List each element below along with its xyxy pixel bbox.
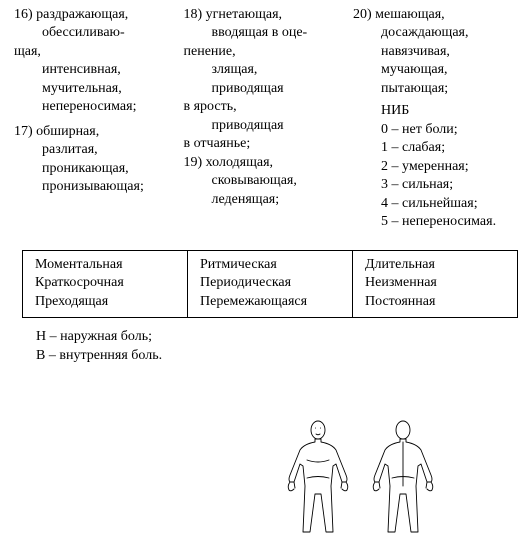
entry-17: 17) обширная, разлитая, проникающая, про… [14,123,182,197]
entry-line: 19) холодящая, [184,154,352,172]
body-figure-icon [278,418,458,536]
entry-number: 19) [184,155,203,170]
table-cell: Ритмическая Периодическая Перемежающаяся [188,250,353,317]
entry-word: сковывающая, [184,172,352,190]
body-diagram [278,418,458,536]
entry-20: 20) мешающая, досаждающая, навязчивая, м… [353,6,521,98]
entry-number: 20) [353,7,372,22]
cell-line: Ритмическая [200,256,342,274]
entry-line: 16) раздражающая, [14,6,182,24]
entry-word: пытающая; [353,80,521,98]
entry-line: 17) обширная, [14,123,182,141]
entry-word: в отчаянье; [184,135,352,153]
entry-word: угнетающая, [206,7,282,22]
entry-19: 19) холодящая, сковывающая, леденящая; [184,154,352,209]
cell-line: Перемежающаяся [200,293,342,311]
entry-16: 16) раздражающая, обессиливаю- щая, инте… [14,6,182,117]
cell-line: Периодическая [200,274,342,292]
nib-line: 1 – слабая; [353,139,521,157]
entry-word: мешающая, [375,7,444,22]
cell-line: Постоянная [365,293,507,311]
column-1: 16) раздражающая, обессиливаю- щая, инте… [14,6,182,232]
entry-word: пенение, [184,43,352,61]
cell-line: Неизменная [365,274,507,292]
cell-line: Преходящая [35,293,177,311]
legend-line: Н – наружная боль; [36,328,521,346]
entry-word: мучительная, [14,80,182,98]
entry-line: 20) мешающая, [353,6,521,24]
entry-word: раздражающая, [36,7,128,22]
entry-word: проникающая, [14,160,182,178]
pain-legend: Н – наружная боль; В – внутренняя боль. [36,328,521,365]
entry-word: в ярость, [184,98,352,116]
cell-line: Краткосрочная [35,274,177,292]
cell-line: Длительная [365,256,507,274]
entry-word: вводящая в оце- [184,24,352,42]
nib-line: 0 – нет боли; [353,121,521,139]
entry-number: 18) [184,7,203,22]
legend-line: В – внутренняя боль. [36,347,521,365]
entry-word: обессиливаю- [14,24,182,42]
nib-title: НИБ [353,102,521,120]
entry-word: интенсивная, [14,61,182,79]
column-2: 18) угнетающая, вводящая в оце- пенение,… [184,6,352,232]
entry-word: непереносимая; [14,98,182,116]
entry-word: леденящая; [184,191,352,209]
entry-18: 18) угнетающая, вводящая в оце- пенение,… [184,6,352,154]
column-3: 20) мешающая, досаждающая, навязчивая, м… [353,6,521,232]
nib-line: 3 – сильная; [353,176,521,194]
entry-line: 18) угнетающая, [184,6,352,24]
entry-word: приводящая [184,117,352,135]
table-row: Моментальная Краткосрочная Преходящая Ри… [23,250,518,317]
entry-word: навязчивая, [353,43,521,61]
entry-word: пронизывающая; [14,178,182,196]
entry-word: щая, [14,43,182,61]
entry-word: злящая, [184,61,352,79]
entry-word: обширная, [36,124,99,139]
nib-line: 4 – сильнейшая; [353,195,521,213]
entry-word: досаждающая, [353,24,521,42]
table-cell: Длительная Неизменная Постоянная [353,250,518,317]
entry-number: 16) [14,7,33,22]
page: 16) раздражающая, обессиливаю- щая, инте… [0,0,531,539]
table-cell: Моментальная Краткосрочная Преходящая [23,250,188,317]
nib-line: 2 – умеренная; [353,158,521,176]
nib-line: 5 – непереносимая. [353,213,521,231]
entry-word: мучающая, [353,61,521,79]
entry-word: разлитая, [14,141,182,159]
temporal-table: Моментальная Краткосрочная Преходящая Ри… [22,250,518,318]
descriptor-columns: 16) раздражающая, обессиливаю- щая, инте… [14,6,521,232]
entry-number: 17) [14,124,33,139]
entry-word: приводящая [184,80,352,98]
cell-line: Моментальная [35,256,177,274]
entry-word: холодящая, [206,155,273,170]
